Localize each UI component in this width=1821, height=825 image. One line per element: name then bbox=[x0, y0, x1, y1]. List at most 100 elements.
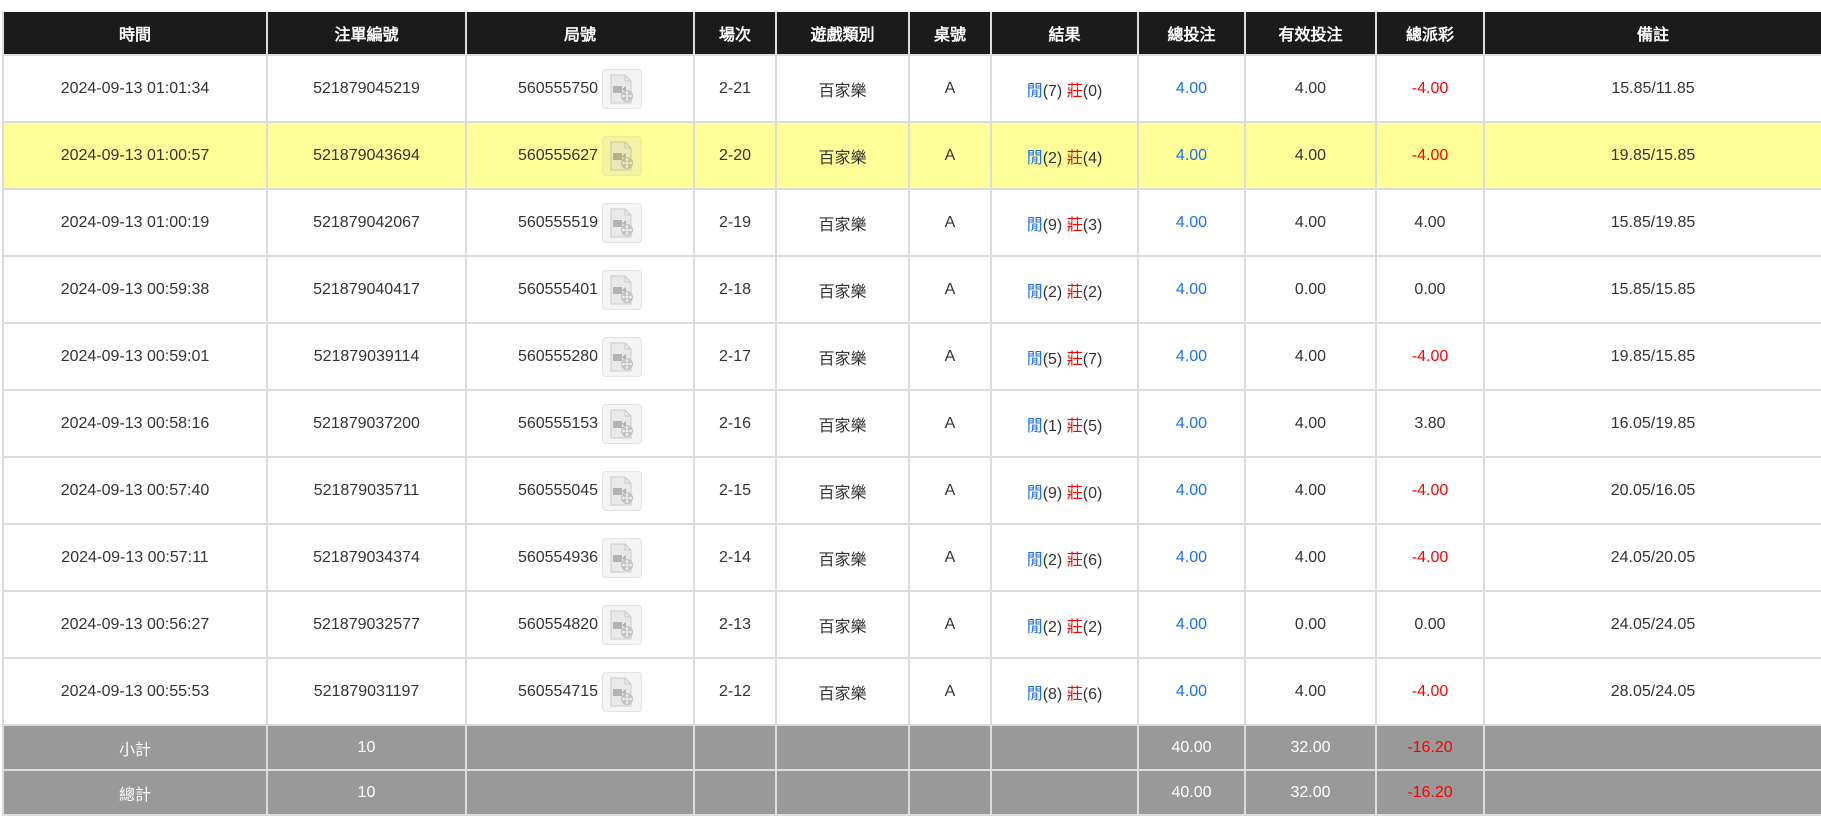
banker-label: 莊 bbox=[1066, 283, 1083, 301]
player-score: (2) bbox=[1042, 551, 1063, 569]
cell-result: 閒(8) 莊(6) bbox=[990, 657, 1139, 726]
cell-total-bet: 4.00 bbox=[1137, 523, 1246, 592]
banker-label: 莊 bbox=[1066, 685, 1083, 703]
cell-result: 閒(9) 莊(3) bbox=[990, 188, 1139, 257]
banker-score: (6) bbox=[1082, 551, 1103, 569]
cell-game-type: 百家樂 bbox=[775, 523, 910, 592]
player-label: 閒 bbox=[1026, 149, 1043, 167]
cell-valid-bet: 4.00 bbox=[1244, 389, 1377, 458]
cell-round-id: 560555401 bbox=[465, 255, 695, 324]
empty-cell bbox=[1483, 724, 1821, 771]
player-label: 閒 bbox=[1026, 283, 1043, 301]
cell-shoe: 2-14 bbox=[693, 523, 777, 592]
cell-shoe: 2-18 bbox=[693, 255, 777, 324]
table-row[interactable]: 2024-09-13 00:59:01 521879039114 560555280… bbox=[2, 322, 1821, 391]
player-score: (9) bbox=[1042, 216, 1063, 234]
cell-bet-id: 521879039114 bbox=[266, 322, 467, 391]
empty-cell bbox=[908, 769, 992, 816]
cell-result: 閒(7) 莊(0) bbox=[990, 54, 1139, 123]
cell-result: 閒(2) 莊(2) bbox=[990, 255, 1139, 324]
cell-shoe: 2-13 bbox=[693, 590, 777, 659]
valid-bet-sum: 32.00 bbox=[1244, 724, 1377, 771]
valid-bet-sum: 32.00 bbox=[1244, 769, 1377, 816]
video-replay-icon[interactable] bbox=[602, 269, 643, 310]
video-replay-icon[interactable] bbox=[602, 135, 643, 176]
table-row[interactable]: 2024-09-13 00:56:27 521879032577 560554820… bbox=[2, 590, 1821, 659]
cell-result: 閒(5) 莊(7) bbox=[990, 322, 1139, 391]
cell-game-type: 百家樂 bbox=[775, 322, 910, 391]
cell-shoe: 2-20 bbox=[693, 121, 777, 190]
table-row[interactable]: 2024-09-13 00:58:16 521879037200 560555153… bbox=[2, 389, 1821, 458]
cell-table-no: A bbox=[908, 322, 992, 391]
cell-payout: -4.00 bbox=[1375, 322, 1485, 391]
cell-note: 19.85/15.85 bbox=[1483, 322, 1821, 391]
video-replay-icon[interactable] bbox=[602, 470, 643, 511]
cell-result: 閒(9) 莊(0) bbox=[990, 456, 1139, 525]
player-label: 閒 bbox=[1026, 82, 1043, 100]
table-row[interactable]: 2024-09-13 01:00:57 521879043694 560555627… bbox=[2, 121, 1821, 190]
cell-time: 2024-09-13 00:57:11 bbox=[2, 523, 268, 592]
cell-payout: -4.00 bbox=[1375, 54, 1485, 123]
banker-score: (2) bbox=[1082, 618, 1103, 636]
cell-shoe: 2-19 bbox=[693, 188, 777, 257]
banker-label: 莊 bbox=[1066, 417, 1083, 435]
cell-round-id: 560555750 bbox=[465, 54, 695, 123]
column-header-note: 備註 bbox=[1483, 12, 1821, 56]
player-label: 閒 bbox=[1026, 484, 1043, 502]
grand-total-row: 總計 10 40.00 32.00 -16.20 bbox=[2, 769, 1821, 816]
cell-table-no: A bbox=[908, 188, 992, 257]
player-score: (2) bbox=[1042, 149, 1063, 167]
video-replay-icon[interactable] bbox=[602, 68, 643, 109]
cell-round-id: 560554820 bbox=[465, 590, 695, 659]
column-header-total-bet: 總投注 bbox=[1137, 12, 1246, 56]
video-replay-icon[interactable] bbox=[602, 671, 643, 712]
cell-total-bet: 4.00 bbox=[1137, 590, 1246, 659]
cell-note: 28.05/24.05 bbox=[1483, 657, 1821, 726]
cell-bet-id: 521879032577 bbox=[266, 590, 467, 659]
round-id: 560555280 bbox=[517, 347, 599, 365]
column-header-valid-bet: 有效投注 bbox=[1244, 12, 1377, 56]
round-id: 560554715 bbox=[517, 682, 599, 700]
table-row[interactable]: 2024-09-13 00:57:11 521879034374 560554936… bbox=[2, 523, 1821, 592]
cell-shoe: 2-12 bbox=[693, 657, 777, 726]
cell-total-bet: 4.00 bbox=[1137, 255, 1246, 324]
empty-cell bbox=[693, 724, 777, 771]
cell-payout: -4.00 bbox=[1375, 657, 1485, 726]
empty-cell bbox=[465, 724, 695, 771]
cell-round-id: 560555045 bbox=[465, 456, 695, 525]
video-replay-icon[interactable] bbox=[602, 202, 643, 243]
table-row[interactable]: 2024-09-13 00:57:40 521879035711 560555045… bbox=[2, 456, 1821, 525]
player-label: 閒 bbox=[1026, 216, 1043, 234]
cell-time: 2024-09-13 00:56:27 bbox=[2, 590, 268, 659]
banker-score: (5) bbox=[1082, 417, 1103, 435]
cell-valid-bet: 4.00 bbox=[1244, 523, 1377, 592]
payout-sum: -16.20 bbox=[1375, 724, 1485, 771]
video-replay-icon[interactable] bbox=[602, 403, 643, 444]
subtotal-row: 小計 10 40.00 32.00 -16.20 bbox=[2, 724, 1821, 771]
table-row[interactable]: 2024-09-13 00:59:38 521879040417 560555401… bbox=[2, 255, 1821, 324]
cell-payout: 4.00 bbox=[1375, 188, 1485, 257]
round-id: 560555627 bbox=[517, 146, 599, 164]
video-replay-icon[interactable] bbox=[602, 537, 643, 578]
cell-game-type: 百家樂 bbox=[775, 54, 910, 123]
table-row[interactable]: 2024-09-13 01:01:34 521879045219 560555750… bbox=[2, 54, 1821, 123]
player-score: (7) bbox=[1042, 82, 1063, 100]
cell-shoe: 2-16 bbox=[693, 389, 777, 458]
video-replay-icon[interactable] bbox=[602, 604, 643, 645]
banker-label: 莊 bbox=[1066, 149, 1083, 167]
player-label: 閒 bbox=[1026, 551, 1043, 569]
cell-total-bet: 4.00 bbox=[1137, 322, 1246, 391]
video-replay-icon[interactable] bbox=[602, 336, 643, 377]
cell-payout: -4.00 bbox=[1375, 121, 1485, 190]
banker-score: (0) bbox=[1082, 484, 1103, 502]
table-row[interactable]: 2024-09-13 01:00:19 521879042067 560555519… bbox=[2, 188, 1821, 257]
cell-bet-id: 521879037200 bbox=[266, 389, 467, 458]
cell-bet-id: 521879035711 bbox=[266, 456, 467, 525]
cell-note: 24.05/24.05 bbox=[1483, 590, 1821, 659]
empty-cell bbox=[775, 724, 910, 771]
table-row[interactable]: 2024-09-13 00:55:53 521879031197 560554715… bbox=[2, 657, 1821, 726]
cell-time: 2024-09-13 01:00:57 bbox=[2, 121, 268, 190]
cell-total-bet: 4.00 bbox=[1137, 54, 1246, 123]
cell-note: 20.05/16.05 bbox=[1483, 456, 1821, 525]
cell-game-type: 百家樂 bbox=[775, 389, 910, 458]
